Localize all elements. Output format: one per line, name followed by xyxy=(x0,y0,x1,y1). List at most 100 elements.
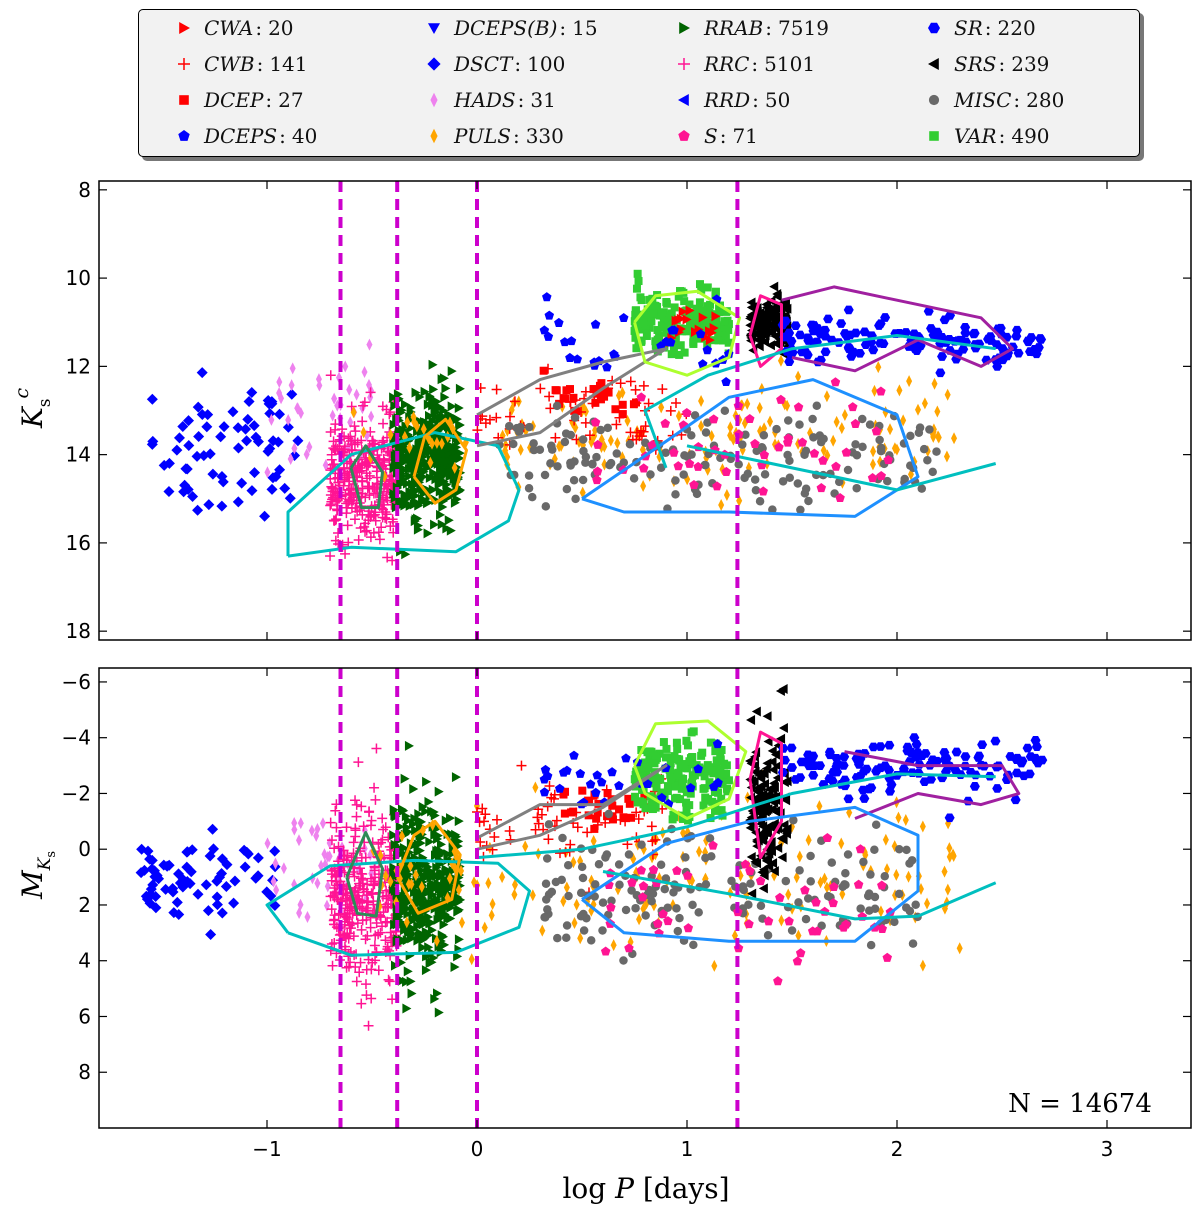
data-point xyxy=(387,428,394,441)
data-point xyxy=(809,448,820,458)
data-point xyxy=(795,948,806,958)
data-point xyxy=(750,475,760,484)
data-point xyxy=(1022,743,1033,753)
data-point xyxy=(350,426,361,437)
data-point xyxy=(563,861,573,870)
data-point xyxy=(489,832,500,843)
data-point xyxy=(389,862,399,873)
legend-count: 27 xyxy=(278,88,304,112)
data-point xyxy=(866,940,876,950)
legend-count: 7519 xyxy=(778,16,829,40)
data-point xyxy=(673,754,682,763)
data-point xyxy=(870,892,880,902)
data-point xyxy=(995,323,1006,333)
data-point xyxy=(631,770,640,779)
data-point xyxy=(680,348,689,357)
density-contour xyxy=(686,444,997,492)
data-point xyxy=(776,394,786,404)
data-point xyxy=(171,896,183,908)
legend-item-dceps-b-: DCEPS(B):15 xyxy=(404,16,598,40)
data-point xyxy=(746,715,756,726)
data-point xyxy=(353,535,364,546)
data-point xyxy=(605,460,614,470)
data-point xyxy=(361,525,372,536)
data-point xyxy=(437,519,447,530)
legend-marker xyxy=(430,92,438,108)
legend-marker-icon xyxy=(678,94,689,106)
data-point xyxy=(360,852,371,863)
data-point xyxy=(851,440,860,449)
data-point xyxy=(509,439,518,449)
data-point xyxy=(944,883,951,896)
legend-item-puls: PULS:330 xyxy=(404,124,564,148)
data-point xyxy=(697,359,708,369)
data-point xyxy=(630,775,639,784)
data-point xyxy=(772,288,782,299)
data-point xyxy=(214,871,226,883)
legend-item-dceps: DCEPS:40 xyxy=(154,124,317,148)
data-point xyxy=(878,339,889,348)
data-point xyxy=(252,436,264,448)
data-point xyxy=(294,402,301,415)
data-point xyxy=(542,895,551,904)
data-point xyxy=(608,801,617,810)
data-point xyxy=(355,523,366,534)
data-point xyxy=(207,823,219,835)
data-point xyxy=(163,457,175,469)
data-point xyxy=(746,297,756,308)
data-point xyxy=(657,384,668,395)
data-point xyxy=(369,782,380,793)
data-point xyxy=(296,834,303,847)
data-point xyxy=(344,488,355,499)
data-point xyxy=(841,447,852,457)
data-point xyxy=(685,322,694,331)
data-point xyxy=(756,781,766,792)
series-dceps xyxy=(539,739,723,809)
data-point xyxy=(834,477,844,487)
data-point xyxy=(877,905,884,918)
data-point xyxy=(427,806,437,817)
data-point xyxy=(607,896,616,906)
data-point xyxy=(220,881,232,893)
data-point xyxy=(730,433,737,446)
data-point xyxy=(351,799,362,810)
data-point xyxy=(427,957,437,968)
data-point xyxy=(702,345,713,355)
data-point xyxy=(343,472,354,483)
legend-separator: : xyxy=(255,16,263,40)
data-point xyxy=(666,311,675,320)
data-point xyxy=(958,344,969,354)
data-point xyxy=(303,448,310,461)
data-point xyxy=(368,880,379,891)
data-point xyxy=(673,926,683,936)
data-point xyxy=(717,746,726,755)
data-point xyxy=(914,403,921,416)
y-tick-label: 0 xyxy=(78,837,91,861)
data-point xyxy=(436,475,446,486)
data-point xyxy=(376,522,387,533)
data-point xyxy=(950,766,961,776)
data-point xyxy=(181,463,193,475)
data-point xyxy=(191,450,203,462)
data-point xyxy=(341,822,352,833)
data-point xyxy=(566,336,577,346)
data-point xyxy=(429,384,439,395)
data-point xyxy=(153,873,165,885)
data-point xyxy=(919,820,926,833)
data-point xyxy=(269,845,281,857)
data-point xyxy=(218,421,230,433)
data-point xyxy=(704,795,713,804)
data-point xyxy=(579,926,589,935)
data-point xyxy=(868,742,879,752)
data-point xyxy=(146,854,158,866)
data-point xyxy=(751,485,761,495)
data-point xyxy=(338,480,349,491)
data-point xyxy=(553,462,562,471)
data-point xyxy=(401,399,411,410)
legend-marker xyxy=(928,94,940,106)
data-point xyxy=(569,807,578,816)
sample-count-annotation: N = 14674 xyxy=(1008,1089,1152,1119)
data-point xyxy=(368,410,375,423)
data-point xyxy=(723,489,730,502)
data-point xyxy=(468,953,475,966)
